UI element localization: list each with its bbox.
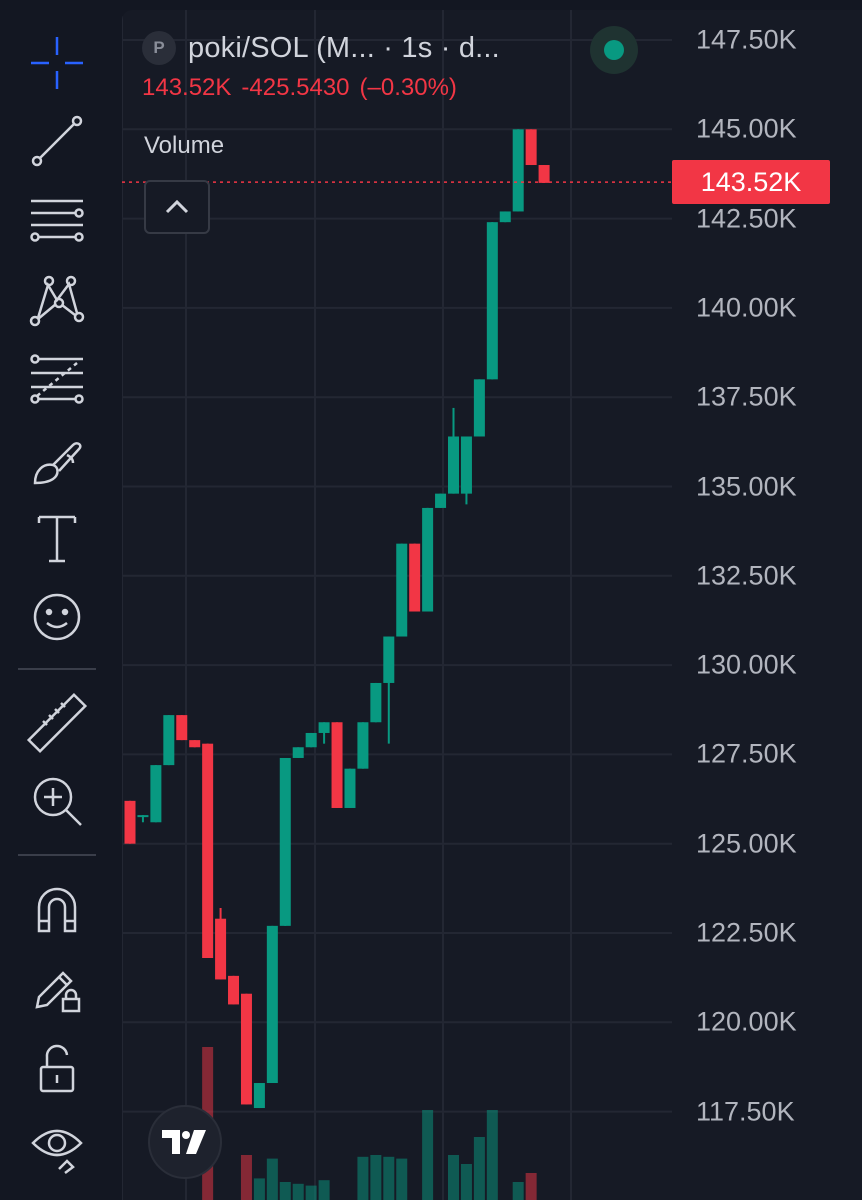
candle-body: [253, 1083, 265, 1109]
volume-bar: [448, 1155, 459, 1200]
price-axis-label: 147.50K: [696, 24, 797, 55]
price-axis-label: 125.00K: [696, 828, 797, 859]
last-price-value: 143.52K: [142, 74, 232, 101]
lock-icon[interactable]: [20, 1036, 94, 1102]
volume-bar: [486, 1110, 498, 1200]
tradingview-logo-icon[interactable]: [148, 1105, 222, 1179]
emoji-icon[interactable]: [20, 584, 94, 650]
price-axis-label: 132.50K: [696, 560, 797, 591]
price-axis-label: 130.00K: [696, 649, 797, 680]
candle-body: [383, 636, 395, 683]
price-axis-label: 127.50K: [696, 738, 797, 769]
volume-bar: [525, 1173, 537, 1200]
price-axis-label: 117.50K: [696, 1096, 795, 1127]
magnet-icon[interactable]: [20, 876, 94, 942]
crosshair-icon[interactable]: [20, 30, 94, 96]
volume-bar: [318, 1180, 330, 1200]
price-axis-label: 135.00K: [696, 471, 797, 501]
candle-body: [240, 993, 252, 1105]
candle-body: [422, 507, 434, 612]
market-status-indicator[interactable]: [590, 26, 638, 74]
volume-bar: [383, 1156, 395, 1200]
volume-indicator-label[interactable]: Volume: [144, 132, 225, 159]
zoom-in-icon[interactable]: [20, 768, 94, 834]
candle-body: [124, 800, 136, 844]
candle-body: [266, 925, 278, 1084]
candle-body: [370, 682, 382, 723]
candle-body: [396, 543, 408, 637]
candle-body: [409, 543, 421, 612]
text-icon[interactable]: [20, 506, 94, 572]
change-value: -425.5430: [241, 74, 350, 101]
candle-body: [525, 129, 537, 166]
eye-icon[interactable]: [20, 1112, 94, 1178]
candle-body: [228, 975, 240, 1005]
candle-body: [331, 722, 343, 808]
price-axis-label: 120.00K: [696, 1006, 797, 1037]
candle-body: [448, 436, 459, 494]
candle-body: [202, 743, 214, 959]
price-axis-label: 137.50K: [696, 381, 797, 412]
volume-bar: [512, 1182, 524, 1200]
price-axis-label: 122.50K: [696, 917, 797, 948]
toolbar-separator: [18, 668, 96, 670]
candlestick-chart[interactable]: [122, 10, 862, 1200]
candle-body: [137, 815, 149, 818]
fib-icon[interactable]: [20, 346, 94, 412]
candle-body: [486, 222, 498, 380]
candle-body: [215, 918, 227, 980]
toolbar-separator: [18, 854, 96, 856]
brush-icon[interactable]: [20, 428, 94, 494]
volume-bar: [396, 1158, 408, 1200]
volume-bar: [305, 1185, 317, 1200]
price-axis-label: 145.00K: [696, 113, 797, 144]
candle-body: [163, 715, 175, 766]
collapse-indicators-button[interactable]: [144, 180, 210, 234]
candle-body: [460, 436, 472, 494]
price-axis-label: 140.00K: [696, 292, 797, 323]
candle-body: [279, 757, 291, 926]
horizontal-lines-icon[interactable]: [20, 188, 94, 254]
volume-bar: [370, 1155, 382, 1200]
candle-body: [318, 722, 330, 733]
status-dot-icon: [604, 40, 624, 60]
candle-body: [305, 732, 317, 748]
candle-body: [189, 740, 201, 748]
volume-bar: [266, 1158, 278, 1200]
candle-body: [473, 379, 485, 437]
current-price-tag: 143.52K: [672, 160, 830, 205]
pattern-icon[interactable]: [20, 268, 94, 334]
candle-body: [435, 493, 447, 508]
candle-body: [292, 747, 304, 758]
candle-body: [512, 129, 524, 212]
volume-bar: [240, 1155, 252, 1200]
symbol-logo: P: [142, 31, 176, 65]
trend-line-icon[interactable]: [20, 108, 94, 174]
chart-pane[interactable]: P poki/SOL (M... · 1s · d... 143.52K -42…: [122, 10, 862, 1200]
volume-bar: [279, 1182, 291, 1200]
symbol-title[interactable]: poki/SOL (M... · 1s · d...: [188, 31, 500, 64]
ruler-icon[interactable]: [20, 690, 94, 756]
drawing-toolbar: [0, 0, 112, 1200]
candle-body: [357, 722, 369, 769]
symbol-legend: P poki/SOL (M... · 1s · d... 143.52K -42…: [142, 28, 500, 102]
change-percent-value: (–0.30%): [359, 74, 457, 101]
volume-bar: [460, 1164, 472, 1200]
volume-bar: [253, 1178, 265, 1200]
candle-body: [344, 768, 356, 808]
candle-body: [538, 165, 550, 183]
lock-drawing-icon[interactable]: [20, 956, 94, 1022]
price-axis-label: 142.50K: [696, 203, 797, 234]
volume-bar: [473, 1137, 485, 1200]
candle-body: [499, 211, 511, 223]
volume-bar: [292, 1183, 304, 1200]
volume-bar: [422, 1110, 434, 1200]
ohlc-values: 143.52K -425.5430 (–0.30%): [142, 74, 500, 102]
candle-body: [150, 765, 162, 823]
chevron-up-icon: [165, 199, 189, 214]
candle-body: [176, 715, 188, 741]
volume-bar: [357, 1156, 369, 1200]
